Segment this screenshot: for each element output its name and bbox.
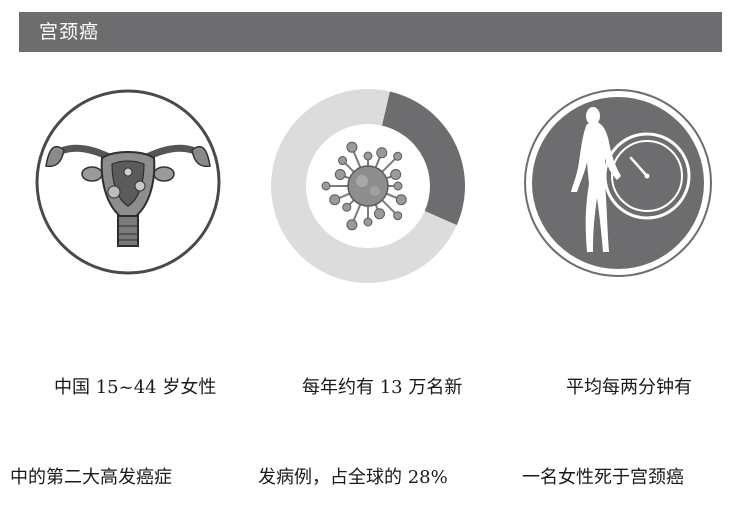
donut-segment-highlight <box>381 91 465 226</box>
uterus-illustration-icon <box>35 89 221 275</box>
virus-cell-icon <box>321 141 407 231</box>
donut-segment-rest <box>271 89 457 284</box>
page-title: 宫颈癌 <box>39 21 100 43</box>
caption-line: 发病例，占全球的 28% <box>258 467 448 488</box>
header-bar: 宫颈癌 <box>19 12 722 52</box>
woman-clock-icon <box>524 89 712 277</box>
caption-line: 中的第二大高发癌症 <box>10 467 172 488</box>
caption-line: 每年约有 13 万名新 <box>302 377 463 398</box>
caption-panel-1: 中国 15~44 岁女性 中的第二大高发癌症 <box>10 313 216 523</box>
caption-panel-3: 平均每两分钟有 一名女性死于宫颈癌 <box>522 313 692 523</box>
caption-line: 平均每两分钟有 <box>566 377 692 398</box>
caption-line: 中国 15~44 岁女性 <box>54 377 217 398</box>
donut-chart <box>271 89 465 284</box>
caption-panel-2: 每年约有 13 万名新 发病例，占全球的 28% <box>258 313 462 523</box>
caption-line: 一名女性死于宫颈癌 <box>522 467 684 488</box>
